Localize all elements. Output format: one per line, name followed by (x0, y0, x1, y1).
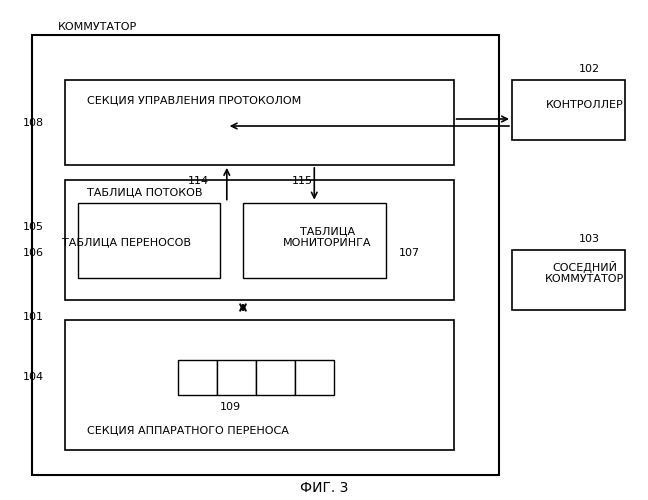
Text: ТАБЛИЦА ПОТОКОВ: ТАБЛИЦА ПОТОКОВ (87, 188, 203, 198)
Text: 105: 105 (23, 222, 43, 232)
Text: 102: 102 (579, 64, 600, 74)
FancyBboxPatch shape (243, 202, 386, 278)
Text: СЕКЦИЯ АППАРАТНОГО ПЕРЕНОСА: СЕКЦИЯ АППАРАТНОГО ПЕРЕНОСА (87, 425, 290, 435)
Text: 108: 108 (23, 118, 44, 128)
Text: 106: 106 (23, 248, 43, 258)
FancyBboxPatch shape (65, 320, 454, 450)
FancyBboxPatch shape (512, 250, 625, 310)
FancyBboxPatch shape (512, 80, 625, 140)
Text: СЕКЦИЯ УПРАВЛЕНИЯ ПРОТОКОЛОМ: СЕКЦИЯ УПРАВЛЕНИЯ ПРОТОКОЛОМ (87, 95, 302, 105)
Text: 107: 107 (399, 248, 420, 258)
Text: 114: 114 (188, 176, 209, 186)
FancyBboxPatch shape (65, 80, 454, 165)
Text: 104: 104 (23, 372, 44, 382)
FancyBboxPatch shape (78, 202, 220, 278)
Text: 109: 109 (220, 402, 240, 412)
Text: СОСЕДНИЙ
КОММУТАТОР: СОСЕДНИЙ КОММУТАТОР (545, 260, 624, 284)
FancyBboxPatch shape (65, 180, 454, 300)
Text: ФИГ. 3: ФИГ. 3 (300, 480, 348, 494)
FancyBboxPatch shape (256, 360, 295, 395)
Text: ТАБЛИЦА ПЕРЕНОСОВ: ТАБЛИЦА ПЕРЕНОСОВ (62, 238, 191, 248)
FancyBboxPatch shape (217, 360, 256, 395)
Text: 115: 115 (292, 176, 312, 186)
FancyBboxPatch shape (32, 35, 499, 475)
Text: 101: 101 (23, 312, 43, 322)
Text: КОММУТАТОР: КОММУТАТОР (58, 22, 137, 32)
Text: ТАБЛИЦА
МОНИТОРИНГА: ТАБЛИЦА МОНИТОРИНГА (283, 226, 371, 248)
Text: КОНТРОЛЛЕР: КОНТРОЛЛЕР (546, 100, 623, 110)
Text: 103: 103 (579, 234, 600, 244)
FancyBboxPatch shape (178, 360, 217, 395)
FancyBboxPatch shape (295, 360, 334, 395)
